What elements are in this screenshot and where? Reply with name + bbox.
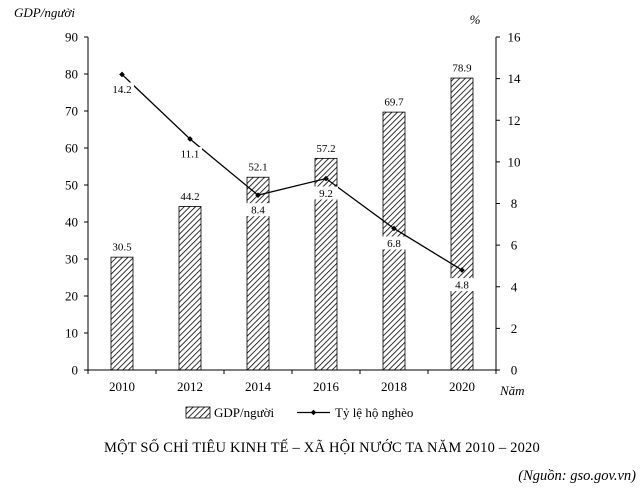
line-point-2010 <box>119 71 125 78</box>
line-label-bg <box>110 82 134 96</box>
y-axis-right-label: % <box>470 12 481 27</box>
y-left-tick-label: 60 <box>65 141 78 156</box>
y-right-tick-label: 10 <box>508 154 521 169</box>
y-left-tick-label: 80 <box>65 67 78 82</box>
y-right-tick-label: 2 <box>511 321 518 336</box>
line-point-2020 <box>459 267 465 273</box>
y-left-tick-label: 40 <box>65 215 78 230</box>
chart-title: MỘT SỐ CHỈ TIÊU KINH TẾ – XÃ HỘI NƯỚC TA… <box>104 440 540 456</box>
y-right-tick-label: 12 <box>508 113 521 128</box>
x-tick-label: 2012 <box>177 379 203 394</box>
line-value-label: 8.4 <box>251 205 265 217</box>
line-value-label: 11.1 <box>181 148 200 160</box>
series-line-ty-le-ho-ngheo <box>121 73 463 271</box>
bar-label-bg <box>175 189 205 203</box>
y-right-tick-label: 4 <box>511 279 518 294</box>
x-tick-label: 2010 <box>109 379 135 394</box>
x-axis-unit-label: Năm <box>499 383 525 398</box>
legend-label-gdp: GDP/người <box>214 405 275 420</box>
bar-label-bg <box>243 160 273 174</box>
line-label-bg <box>246 203 270 217</box>
y-right-tick-label: 0 <box>511 363 518 378</box>
line-label-bg <box>450 278 474 292</box>
line-point-2014 <box>255 192 261 198</box>
y-left-tick-label: 0 <box>72 363 79 378</box>
y-left-tick-label: 30 <box>65 252 78 267</box>
y-left-tick-label: 90 <box>65 30 78 45</box>
bar-value-label: 44.2 <box>180 191 199 203</box>
line-point-2016 <box>323 175 329 182</box>
line-label-bg <box>314 186 338 200</box>
source-note: (Nguồn: gso.gov.vn) <box>518 468 636 484</box>
y-left-tick-label: 10 <box>65 326 78 341</box>
y-left-tick-label: 20 <box>65 289 78 304</box>
y-axis-left-label: GDP/người <box>14 5 75 20</box>
bar-label-bg <box>107 240 137 254</box>
y-right-tick-label: 16 <box>508 30 522 45</box>
bar-label-bg <box>379 95 409 109</box>
line-label-bg <box>382 236 406 250</box>
y-left-tick-label: 70 <box>65 104 78 119</box>
legend-label-poverty: Tỷ lệ hộ nghèo <box>335 405 413 420</box>
legend-swatch-gdp <box>185 406 211 419</box>
line-point-2018 <box>391 225 397 232</box>
bar-label-bg <box>447 61 477 75</box>
line-value-label: 6.8 <box>387 238 401 250</box>
y-right-tick-label: 6 <box>511 238 518 253</box>
legend-marker-poverty <box>310 409 317 416</box>
bar-2010 <box>110 256 134 371</box>
bar-2020 <box>450 77 474 371</box>
line-value-label: 4.8 <box>455 280 469 292</box>
y-left-tick-label: 50 <box>65 178 78 193</box>
y-right-tick-label: 14 <box>508 71 522 86</box>
line-value-label: 9.2 <box>319 188 333 200</box>
x-tick-label: 2016 <box>313 379 340 394</box>
bar-2012 <box>178 206 202 371</box>
line-value-label: 14.2 <box>112 84 131 96</box>
bar-label-bg <box>311 141 341 155</box>
x-tick-label: 2020 <box>449 379 475 394</box>
y-right-tick-label: 8 <box>511 196 518 211</box>
x-tick-label: 2014 <box>245 379 272 394</box>
bar-value-label: 69.7 <box>384 97 404 109</box>
line-point-2012 <box>187 136 193 142</box>
bar-value-label: 57.2 <box>316 143 335 155</box>
bar-value-label: 52.1 <box>248 162 267 174</box>
bar-value-label: 78.9 <box>452 63 472 75</box>
x-tick-label: 2018 <box>381 379 407 394</box>
bar-value-label: 30.5 <box>112 242 132 254</box>
line-label-bg <box>178 146 202 160</box>
